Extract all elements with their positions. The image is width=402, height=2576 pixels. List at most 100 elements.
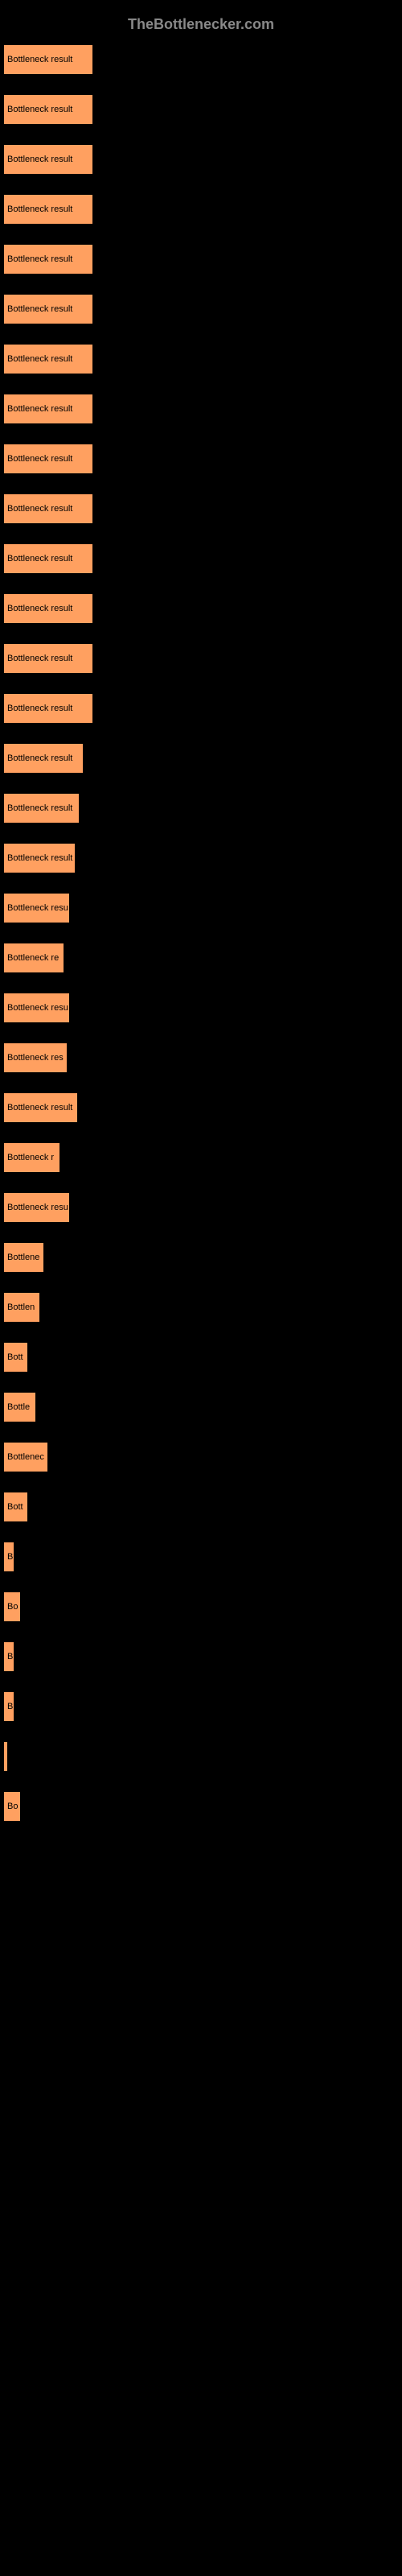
bar-label: Bottleneck resu bbox=[7, 903, 68, 913]
bar-row: Bottlenec bbox=[4, 1443, 398, 1472]
chart-bar: Bottleneck result bbox=[4, 794, 79, 823]
chart-bar: Bottlen bbox=[4, 1293, 39, 1322]
bar-row: Bottleneck result bbox=[4, 1093, 398, 1122]
bar-row bbox=[4, 1742, 398, 1771]
bar-row: Bo bbox=[4, 1792, 398, 1821]
bar-label: Bottleneck r bbox=[7, 1153, 54, 1162]
bar-label: Bottleneck result bbox=[7, 204, 72, 214]
bar-row: Bottleneck resu bbox=[4, 894, 398, 923]
chart-bar: Bottleneck res bbox=[4, 1043, 67, 1072]
bar-row: B bbox=[4, 1642, 398, 1671]
bar-label: Bottleneck result bbox=[7, 554, 72, 564]
chart-bar: Bottleneck result bbox=[4, 345, 92, 374]
chart-bar: Bottleneck resu bbox=[4, 1193, 69, 1222]
bar-row: Bottleneck re bbox=[4, 943, 398, 972]
chart-bar: Bottleneck result bbox=[4, 594, 92, 623]
chart-bar: Bottleneck result bbox=[4, 1093, 77, 1122]
bar-row: Bottleneck resu bbox=[4, 993, 398, 1022]
bar-label: Bott bbox=[7, 1502, 23, 1512]
chart-bar: Bo bbox=[4, 1792, 20, 1821]
bar-row: Bottleneck resu bbox=[4, 1193, 398, 1222]
chart-bar: Bottleneck result bbox=[4, 95, 92, 124]
site-title: TheBottlenecker.com bbox=[128, 16, 274, 32]
bar-label: Bottleneck result bbox=[7, 504, 72, 514]
bar-row: Bottlen bbox=[4, 1293, 398, 1322]
bar-label: Bottleneck resu bbox=[7, 1203, 68, 1212]
chart-bar: Bo bbox=[4, 1592, 20, 1621]
bar-row: Bott bbox=[4, 1492, 398, 1521]
chart-bar: Bottlenec bbox=[4, 1443, 47, 1472]
bar-label: Bottleneck result bbox=[7, 55, 72, 64]
chart-bar: Bottleneck result bbox=[4, 544, 92, 573]
chart-bar: Bottleneck result bbox=[4, 844, 75, 873]
bar-row: Bottleneck result bbox=[4, 644, 398, 673]
bar-row: Bottleneck r bbox=[4, 1143, 398, 1172]
bar-label: Bottleneck re bbox=[7, 953, 59, 963]
bar-label: Bo bbox=[7, 1802, 18, 1811]
chart-bar: Bottleneck result bbox=[4, 245, 92, 274]
chart-bar: Bottleneck result bbox=[4, 744, 83, 773]
bar-label: Bottleneck result bbox=[7, 454, 72, 464]
chart-bar: Bottleneck result bbox=[4, 644, 92, 673]
bar-label: B bbox=[7, 1652, 13, 1662]
bar-label: Bottleneck result bbox=[7, 803, 72, 813]
bar-label: Bottleneck res bbox=[7, 1053, 64, 1063]
chart-bar: B bbox=[4, 1692, 14, 1721]
bar-label: Bottleneck resu bbox=[7, 1003, 68, 1013]
chart-bar: Bottleneck result bbox=[4, 494, 92, 523]
chart-bar: Bottleneck result bbox=[4, 45, 92, 74]
bar-row: Bottleneck result bbox=[4, 694, 398, 723]
bar-label: Bottleneck result bbox=[7, 704, 72, 713]
chart-bar: Bottleneck resu bbox=[4, 894, 69, 923]
bar-row: Bottleneck result bbox=[4, 544, 398, 573]
chart-bar: B bbox=[4, 1542, 14, 1571]
bar-row: Bottleneck result bbox=[4, 245, 398, 274]
bar-label: Bott bbox=[7, 1352, 23, 1362]
bar-row: Bottleneck res bbox=[4, 1043, 398, 1072]
bar-label: Bottleneck result bbox=[7, 853, 72, 863]
chart-bar: Bottleneck result bbox=[4, 694, 92, 723]
bar-row: Bottleneck result bbox=[4, 45, 398, 74]
chart-bar: Bott bbox=[4, 1343, 27, 1372]
bar-row: Bottleneck result bbox=[4, 345, 398, 374]
chart-bar: Bottleneck result bbox=[4, 295, 92, 324]
chart-bar: Bottle bbox=[4, 1393, 35, 1422]
chart-bar: Bott bbox=[4, 1492, 27, 1521]
bar-row: Bottleneck result bbox=[4, 844, 398, 873]
bar-label: Bottleneck result bbox=[7, 155, 72, 164]
bar-row: B bbox=[4, 1692, 398, 1721]
bar-row: Bottleneck result bbox=[4, 195, 398, 224]
chart-bar: Bottleneck re bbox=[4, 943, 64, 972]
bar-label: Bottleneck result bbox=[7, 404, 72, 414]
bar-row: Bottleneck result bbox=[4, 95, 398, 124]
bar-label: Bottleneck result bbox=[7, 354, 72, 364]
header: TheBottlenecker.com bbox=[0, 8, 402, 41]
bar-label: Bottleneck result bbox=[7, 254, 72, 264]
bar-label: Bottlenec bbox=[7, 1452, 44, 1462]
bar-label: Bottlen bbox=[7, 1302, 35, 1312]
bar-label: Bottleneck result bbox=[7, 654, 72, 663]
bar-row: B bbox=[4, 1542, 398, 1571]
bar-row: Bottle bbox=[4, 1393, 398, 1422]
chart-bar: Bottleneck result bbox=[4, 145, 92, 174]
bar-label: Bottle bbox=[7, 1402, 30, 1412]
bar-row: Bo bbox=[4, 1592, 398, 1621]
chart-bar: Bottlene bbox=[4, 1243, 43, 1272]
chart-bar: Bottleneck result bbox=[4, 394, 92, 423]
bar-row: Bottleneck result bbox=[4, 744, 398, 773]
bar-row: Bottlene bbox=[4, 1243, 398, 1272]
bar-row: Bottleneck result bbox=[4, 145, 398, 174]
chart-bar bbox=[4, 1742, 7, 1771]
bar-row: Bottleneck result bbox=[4, 444, 398, 473]
bar-label: Bottleneck result bbox=[7, 1103, 72, 1113]
chart-bar: Bottleneck resu bbox=[4, 993, 69, 1022]
bar-label: Bottleneck result bbox=[7, 105, 72, 114]
bar-row: Bottleneck result bbox=[4, 594, 398, 623]
bar-row: Bottleneck result bbox=[4, 494, 398, 523]
bar-label: B bbox=[7, 1552, 13, 1562]
chart-bar: Bottleneck result bbox=[4, 195, 92, 224]
bar-label: Bo bbox=[7, 1602, 18, 1612]
bar-label: B bbox=[7, 1702, 13, 1711]
bottleneck-chart: Bottleneck result Bottleneck result Bottle… bbox=[0, 41, 402, 1846]
bar-row: Bottleneck result bbox=[4, 394, 398, 423]
